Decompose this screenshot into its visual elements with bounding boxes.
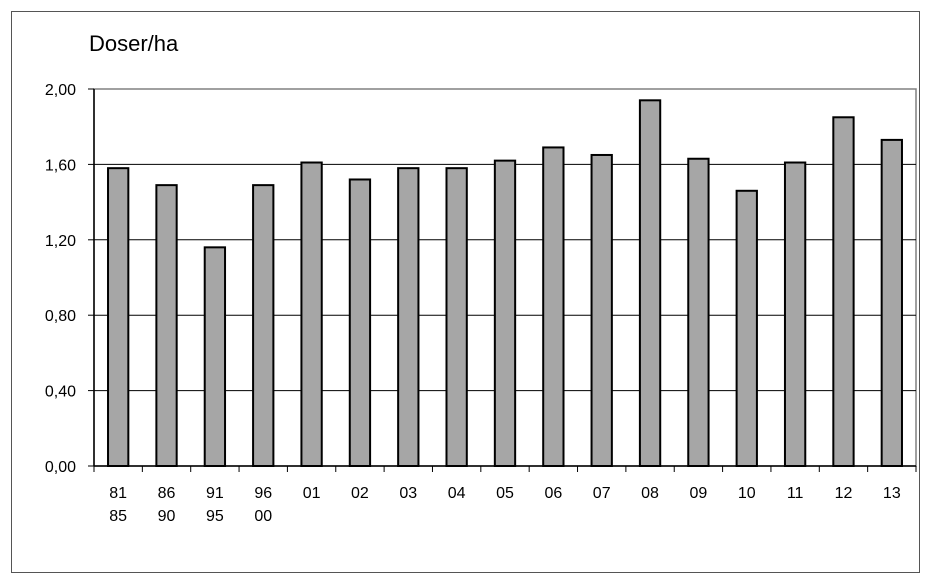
bar (107, 167, 130, 467)
x-tick-label: 90 (158, 508, 176, 525)
bar (300, 161, 323, 467)
x-tick-label: 95 (206, 508, 224, 525)
y-tick-label: 1,20 (45, 233, 76, 250)
x-tick-label: 08 (641, 485, 659, 502)
bar (445, 167, 468, 467)
x-tick-label: 02 (351, 485, 369, 502)
bars (107, 99, 903, 468)
x-tick-label: 09 (690, 485, 708, 502)
x-tick-label: 04 (448, 485, 466, 502)
y-axis-title: Doser/ha (89, 31, 179, 56)
bar (397, 167, 420, 467)
x-tick-label: 03 (399, 485, 417, 502)
x-tick-label: 96 (254, 485, 272, 502)
bar (638, 99, 662, 467)
x-tick-label: 85 (109, 508, 127, 525)
y-tick-label: 0,00 (45, 459, 76, 476)
bar (832, 116, 855, 468)
x-tick-label: 13 (883, 485, 901, 502)
x-tick-label: 01 (303, 485, 321, 502)
bar (880, 138, 903, 468)
x-tick-label: 12 (835, 485, 853, 502)
x-tick-label: 91 (206, 485, 224, 502)
bar (493, 159, 517, 467)
x-tick-label: 11 (787, 485, 804, 502)
bar (542, 146, 565, 467)
bar (348, 178, 372, 467)
y-axis-ticks: 0,00 0,40 0,80 1,20 1,60 2,00 (45, 82, 95, 476)
x-tick-label: 10 (738, 485, 756, 502)
y-tick-label: 0,40 (45, 384, 76, 401)
bar (590, 153, 613, 467)
x-tick-label: 81 (109, 485, 127, 502)
bar (735, 189, 758, 467)
x-tick-label: 86 (158, 485, 176, 502)
x-tick-label: 00 (254, 508, 272, 525)
bar (203, 246, 227, 467)
x-tick-label: 07 (593, 485, 611, 502)
y-tick-label: 1,60 (45, 157, 76, 174)
x-tick-label: 06 (544, 485, 562, 502)
bar (155, 184, 178, 467)
y-tick-label: 0,80 (45, 308, 76, 325)
y-tick-label: 2,00 (45, 82, 76, 99)
x-tick-label: 05 (496, 485, 514, 502)
bar (783, 161, 807, 467)
bar (687, 157, 710, 467)
x-axis-ticks: 81 85 86 90 91 95 96 00 01 02 03 04 05 06 07 08 09 10 11 12… (93, 465, 917, 525)
bar (252, 184, 275, 467)
